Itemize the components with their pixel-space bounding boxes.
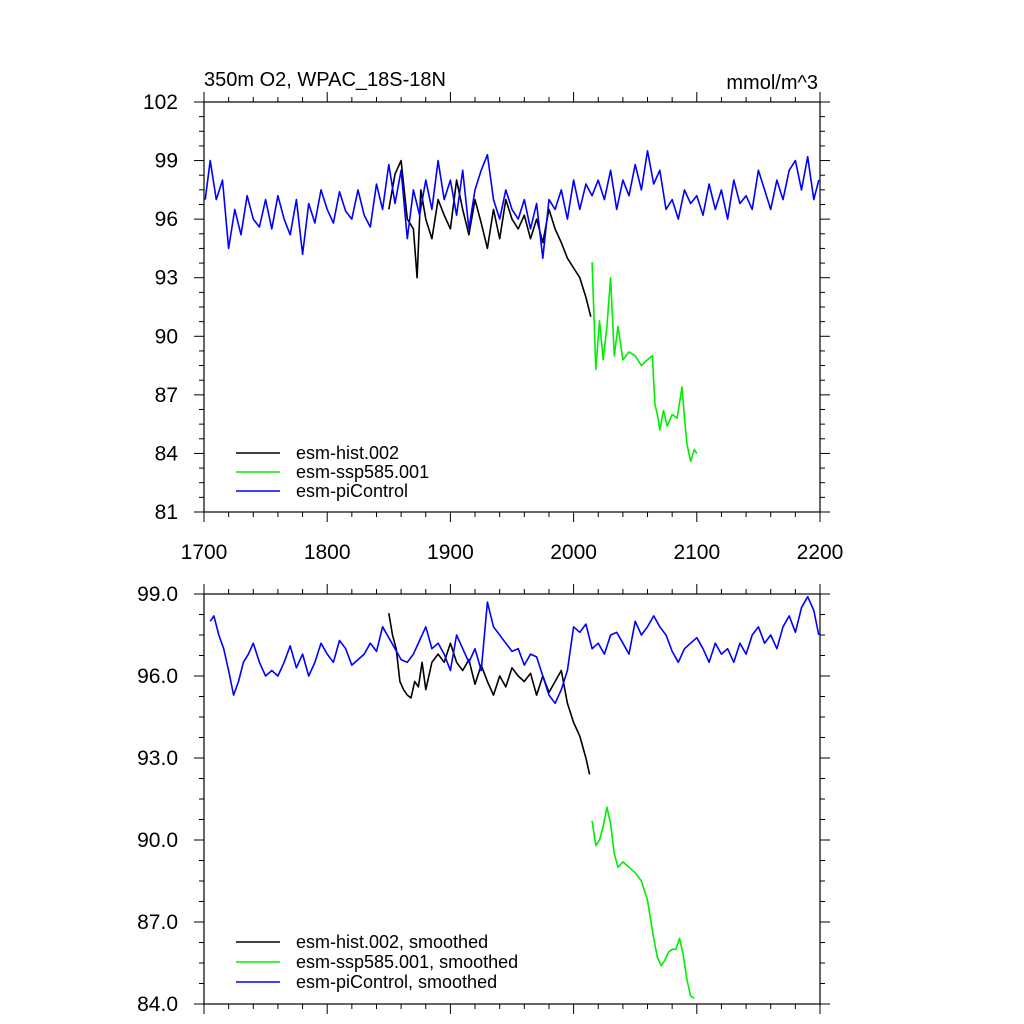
legend-label-2: esm-piControl, smoothed [296, 972, 497, 992]
series-line-0 [388, 159, 592, 317]
y-tick-label: 93 [155, 267, 178, 290]
y-tick-label: 87 [155, 384, 178, 407]
legend-label-1: esm-ssp585.001, smoothed [296, 952, 518, 972]
series-line-2 [204, 150, 820, 260]
y-tick-label: 81 [155, 501, 178, 524]
y-tick-label: 102 [143, 91, 178, 114]
series-line-1 [591, 806, 695, 1000]
y-tick-label: 84.0 [137, 993, 178, 1016]
chart-title: 350m O2, WPAC_18S-18N [204, 69, 446, 91]
series-line-2 [209, 595, 820, 705]
y-tick-label: 90.0 [137, 829, 178, 852]
y-tick-label: 87.0 [137, 911, 178, 934]
y-tick-label: 99.0 [137, 583, 178, 606]
y-tick-label: 90 [155, 325, 178, 348]
y-tick-label: 96.0 [137, 665, 178, 688]
bottom-panel: 84.0 87.0 90.0 93.0 96.0 99.0 esm-hist.002, sm… [137, 583, 830, 1016]
top-panel: 81 84 87 90 93 96 99 102 1700 1800 1900 2000 2100 220… [143, 69, 843, 564]
y-tick-label: 99 [155, 150, 178, 173]
x-tick-label: 2100 [673, 541, 720, 564]
x-tick-label: 1800 [304, 541, 351, 564]
legend-label-1: esm-ssp585.001 [296, 462, 429, 482]
legend-label-0: esm-hist.002 [296, 443, 399, 463]
x-tick-label: 2200 [797, 541, 844, 564]
y-tick-label: 84 [155, 442, 179, 465]
units-label: mmol/m^3 [726, 72, 818, 94]
x-tick-label: 1900 [427, 541, 474, 564]
y-tick-label: 96 [155, 208, 178, 231]
series-line-1 [591, 262, 698, 463]
x-tick-label: 1700 [181, 541, 228, 564]
x-tick-label: 2000 [550, 541, 597, 564]
legend-label-2: esm-piControl [296, 481, 408, 501]
series-line-0 [388, 612, 591, 775]
y-tick-label: 93.0 [137, 747, 178, 770]
legend-label-0: esm-hist.002, smoothed [296, 932, 488, 952]
